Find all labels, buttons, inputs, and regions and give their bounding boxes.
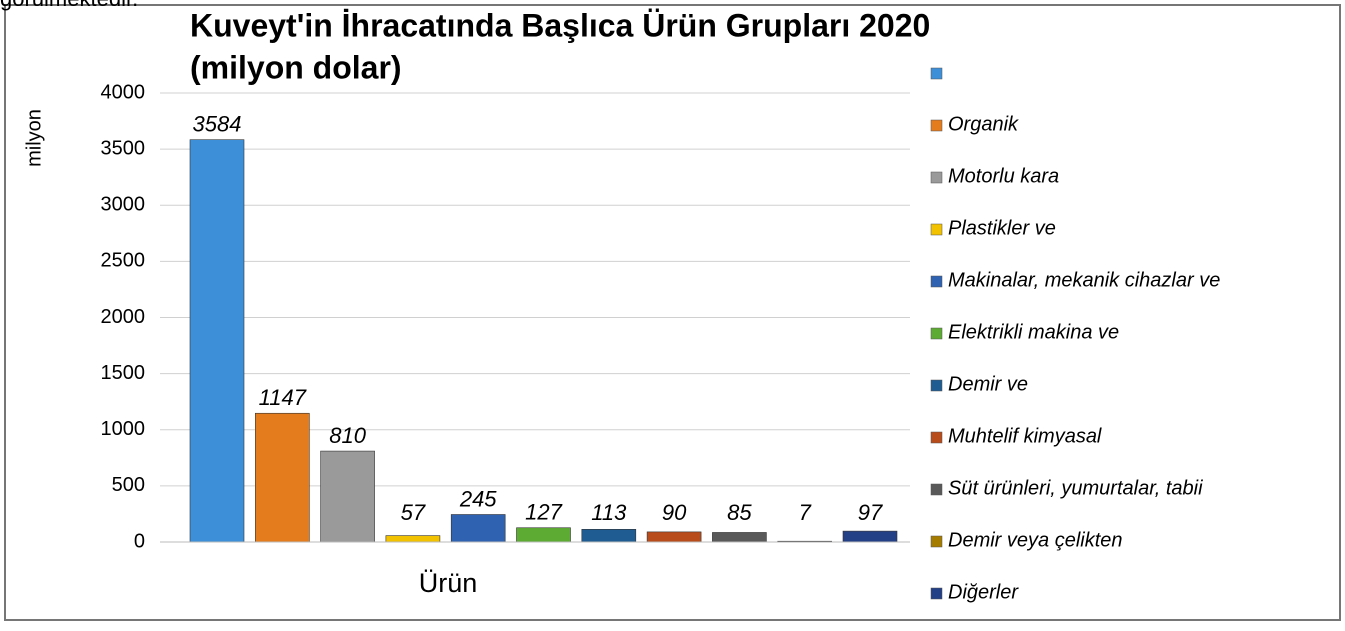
y-tick-label: 1500 bbox=[101, 362, 146, 384]
legend-swatch bbox=[930, 223, 943, 236]
legend-label: Süt ürünleri, yumurtalar, tabii bbox=[948, 477, 1203, 499]
bar bbox=[646, 531, 702, 543]
caption-fragment: görülmektedir. bbox=[0, 0, 138, 11]
legend-label: Demir ve bbox=[948, 373, 1028, 395]
y-tick-label: 500 bbox=[112, 474, 145, 496]
chart-title: Kuveyt'in İhracatında Başlıca Ürün Grupl… bbox=[190, 7, 930, 43]
bar bbox=[255, 412, 310, 543]
legend-label: Organik bbox=[948, 113, 1019, 135]
legend-label: Plastikler ve bbox=[948, 217, 1056, 239]
y-tick-label: 3500 bbox=[101, 137, 146, 159]
bar bbox=[450, 514, 506, 543]
data-label: 7 bbox=[799, 500, 812, 525]
bar bbox=[189, 139, 245, 543]
legend-label: Elektrikli makina ve bbox=[948, 321, 1119, 343]
data-label: 113 bbox=[591, 500, 627, 525]
y-tick-label: 3000 bbox=[101, 194, 146, 216]
y-tick-label: 1000 bbox=[101, 418, 146, 440]
data-label: 810 bbox=[329, 423, 366, 448]
data-label: 97 bbox=[858, 500, 883, 525]
y-tick-label: 2000 bbox=[101, 306, 146, 328]
y-axis-title: milyon bbox=[23, 109, 45, 167]
bar bbox=[712, 532, 767, 543]
data-label: 3584 bbox=[193, 112, 242, 137]
legend-swatch bbox=[930, 119, 943, 132]
legend-label: Diğerler bbox=[948, 581, 1019, 603]
legend-swatch bbox=[930, 431, 943, 444]
legend-swatch bbox=[930, 535, 943, 548]
legend-label: Demir veya çelikten bbox=[948, 529, 1123, 551]
legend-swatch bbox=[930, 67, 943, 80]
data-label: 57 bbox=[401, 500, 426, 525]
x-axis-title: Ürün bbox=[419, 568, 478, 598]
bar bbox=[385, 535, 441, 543]
legend-swatch bbox=[930, 171, 943, 184]
legend-label: Motorlu kara bbox=[948, 165, 1059, 187]
bar bbox=[516, 527, 571, 543]
data-label: 85 bbox=[727, 500, 752, 525]
legend-swatch bbox=[930, 587, 943, 600]
data-label: 90 bbox=[662, 500, 687, 525]
y-tick-label: 2500 bbox=[101, 250, 146, 272]
legend-label: Makinalar, mekanik cihazlar ve bbox=[948, 269, 1220, 291]
data-label: 1147 bbox=[259, 385, 307, 410]
chart-subtitle: (milyon dolar) bbox=[190, 49, 402, 85]
bar bbox=[842, 530, 898, 543]
legend-swatch bbox=[930, 275, 943, 288]
legend-swatch bbox=[930, 379, 943, 392]
bar bbox=[320, 450, 375, 543]
data-label: 245 bbox=[459, 486, 497, 511]
legend-swatch bbox=[930, 327, 943, 340]
data-label: 127 bbox=[525, 500, 562, 525]
bar bbox=[581, 529, 637, 543]
legend-swatch bbox=[930, 483, 943, 496]
y-tick-label: 0 bbox=[134, 530, 145, 552]
legend-label: Muhtelif kimyasal bbox=[948, 425, 1102, 447]
y-tick-label: 4000 bbox=[101, 81, 146, 103]
